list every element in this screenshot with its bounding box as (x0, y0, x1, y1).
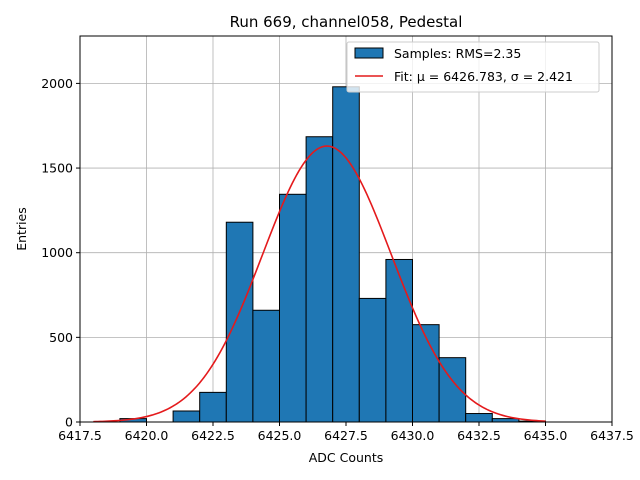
legend-box (346, 41, 600, 93)
x-tick-label: 6417.5 (58, 428, 102, 443)
x-tick-label: 6422.5 (191, 428, 235, 443)
legend-swatch-histogram (354, 47, 384, 59)
histogram-bar (385, 258, 413, 423)
chart-title: Run 669, channel058, Pedestal (230, 13, 463, 31)
y-axis-label: Entries (14, 207, 29, 251)
x-tick-label: 6425.0 (258, 428, 302, 443)
x-tick-label: 6427.5 (324, 428, 368, 443)
histogram-bar (491, 418, 520, 423)
legend-label-fit: Fit: μ = 6426.783, σ = 2.421 (394, 69, 573, 84)
y-tick-label: 1500 (41, 161, 73, 176)
x-tick-label: 6435.0 (524, 428, 568, 443)
histogram-bar (332, 86, 360, 423)
fit-curve-layer (93, 145, 546, 423)
histogram-bar (465, 413, 493, 423)
x-axis-label: ADC Counts (309, 450, 384, 465)
histogram-bar (172, 410, 201, 423)
histogram-bar (252, 309, 280, 423)
histogram-bars (119, 86, 547, 423)
histogram-bar (358, 297, 387, 423)
y-axis-ticks: 0 500 1000 1500 2000 (41, 76, 80, 430)
y-tick-label: 0 (65, 415, 73, 430)
x-tick-label: 6430.0 (391, 428, 435, 443)
histogram-bar (225, 221, 254, 423)
x-tick-label: 6420.0 (125, 428, 169, 443)
x-tick-label: 6437.5 (590, 428, 634, 443)
y-tick-label: 500 (49, 330, 73, 345)
histogram-bar (199, 391, 227, 423)
histogram-bar (412, 324, 440, 423)
fit-curve (93, 145, 546, 423)
y-tick-label: 2000 (41, 76, 73, 91)
x-axis-ticks: 6417.5 6420.0 6422.5 6425.0 6427.5 6430.0 6432… (58, 422, 634, 443)
histogram-bar (279, 193, 307, 423)
histogram-bar (305, 136, 334, 423)
x-tick-label: 6432.5 (457, 428, 501, 443)
legend-label-histogram: Samples: RMS=2.35 (394, 46, 521, 61)
y-tick-label: 1000 (41, 245, 73, 260)
legend: Samples: RMS=2.35 Fit: μ = 6426.783, σ =… (346, 41, 600, 93)
